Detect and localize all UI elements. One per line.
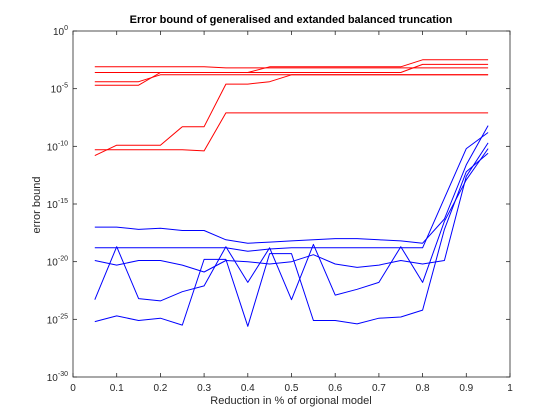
x-tick-label: 0.5 [285, 383, 299, 394]
y-tick-label: 10-10 [47, 140, 68, 153]
x-axis-ticks: 0 0.1 0.2 0.3 0.4 0.5 0.6 0.7 0.8 0.9 1 [70, 31, 513, 394]
x-tick-label: 1 [507, 383, 513, 394]
series-line-10 [94, 148, 489, 302]
series-line-7 [94, 125, 489, 244]
series-line-11 [94, 152, 489, 327]
x-tick-label: 0.6 [328, 383, 342, 394]
y-tick-label: 10-5 [51, 83, 68, 96]
chart-title: Error bound of generalised and extanded … [130, 14, 453, 26]
series-line-1 [94, 66, 489, 69]
y-tick-label: 100 [53, 25, 68, 38]
x-tick-label: 0.8 [416, 383, 430, 394]
y-tick-label: 10-20 [47, 256, 68, 269]
y-tick-label: 10-25 [47, 313, 68, 326]
x-tick-label: 0.3 [197, 383, 211, 394]
series-line-4 [94, 63, 489, 86]
series-line-5 [94, 74, 489, 157]
x-tick-label: 0.1 [110, 383, 124, 394]
y-axis-ticks: 100 10-5 10-10 10-15 10-20 10-25 10-30 [47, 25, 510, 384]
x-axis-label: Reduction in % of orgional model [210, 395, 371, 407]
y-tick-label: 10-15 [47, 198, 68, 211]
plot-frame [72, 30, 511, 378]
series-layer [94, 59, 489, 327]
y-tick-label: 10-30 [47, 371, 68, 384]
x-tick-label: 0.7 [372, 383, 386, 394]
plot-area [72, 30, 511, 378]
x-tick-label: 0.2 [153, 383, 167, 394]
x-tick-label: 0.4 [241, 383, 255, 394]
series-line-8 [94, 132, 489, 252]
series-line-6 [94, 112, 489, 152]
x-tick-label: 0 [70, 383, 76, 394]
x-tick-label: 0.9 [459, 383, 473, 394]
y-axis-label: error bound [31, 177, 43, 234]
series-line-9 [94, 142, 489, 273]
